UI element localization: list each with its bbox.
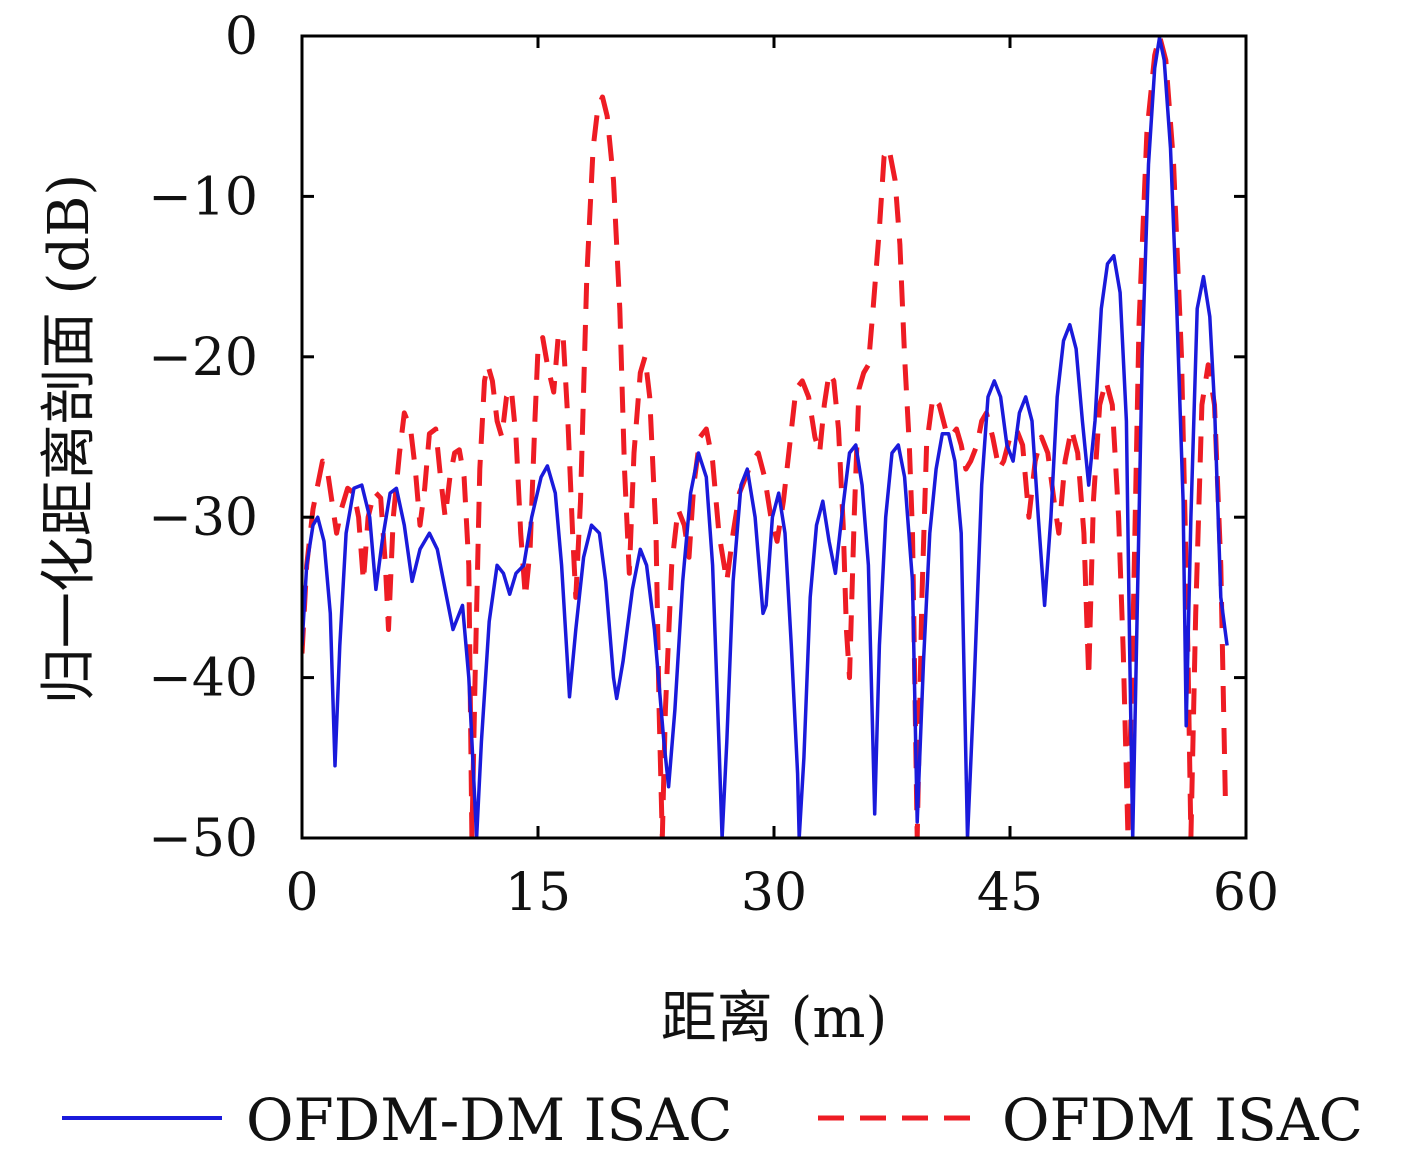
series-layer <box>302 36 1229 838</box>
y-tick-label: −50 <box>148 809 258 869</box>
y-axis-title: 归一化距离剖面 (dB) <box>37 174 102 705</box>
series-line-ofdm-isac <box>302 36 1228 838</box>
y-tick-label: −40 <box>148 649 258 709</box>
y-tick-label: 0 <box>225 7 258 67</box>
series-line-ofdm-dm-isac <box>302 36 1229 838</box>
legend: OFDM-DM ISAC OFDM ISAC <box>62 1086 1363 1154</box>
x-axis-title: 距离 (m) <box>661 986 888 1051</box>
tick-layer: 0 15 30 45 60 0 −10 −20 −30 −40 −50 <box>148 7 1279 923</box>
y-tick-label: −20 <box>148 328 258 388</box>
x-tick-label: 45 <box>977 863 1043 923</box>
legend-label-ofdm-isac: OFDM ISAC <box>1002 1086 1363 1154</box>
x-tick-label: 30 <box>741 863 807 923</box>
x-tick-label: 60 <box>1213 863 1279 923</box>
y-tick-label: −30 <box>148 488 258 548</box>
x-tick-label: 0 <box>285 863 318 923</box>
plot-frame <box>300 34 1248 840</box>
x-tick-label: 15 <box>505 863 571 923</box>
legend-label-ofdm-dm-isac: OFDM-DM ISAC <box>246 1086 733 1154</box>
y-tick-label: −10 <box>148 167 258 227</box>
